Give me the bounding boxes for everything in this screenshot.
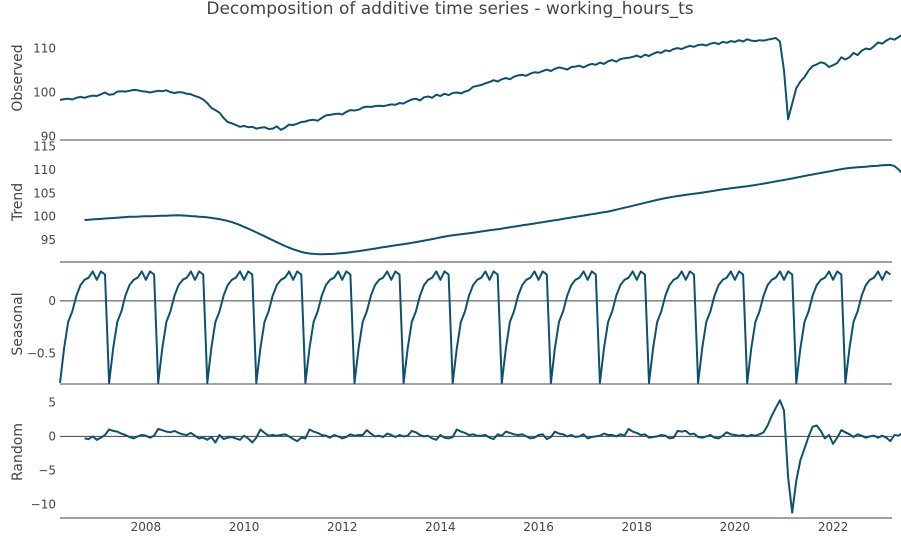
x-tick-label: 2014 bbox=[425, 520, 456, 534]
trend-ytick: 115 bbox=[33, 140, 56, 154]
random-ytick: −5 bbox=[38, 463, 56, 477]
x-tick-label: 2022 bbox=[818, 520, 849, 534]
x-tick-label: 2020 bbox=[720, 520, 751, 534]
random-panel: Random 5 0 −5 −10 bbox=[10, 395, 901, 519]
chart-panels: Observed 90 100 110 Trend 95 100 105 110 115 Seaso… bbox=[10, 34, 901, 519]
x-axis: 2008 2010 2012 2014 2016 2018 2020 2022 bbox=[131, 520, 849, 534]
trend-ytick: 100 bbox=[33, 210, 56, 224]
x-tick-label: 2008 bbox=[131, 520, 162, 534]
seasonal-ytick: −0.5 bbox=[27, 346, 56, 360]
chart-title: Decomposition of additive time series - … bbox=[206, 0, 693, 19]
seasonal-panel: Seasonal 0 −0.5 bbox=[10, 270, 892, 385]
x-tick-label: 2016 bbox=[523, 520, 554, 534]
observed-ytick: 100 bbox=[33, 86, 56, 100]
x-tick-label: 2012 bbox=[327, 520, 358, 534]
trend-ytick: 110 bbox=[33, 163, 56, 177]
seasonal-ylabel: Seasonal bbox=[10, 292, 26, 355]
observed-series-line bbox=[59, 34, 901, 131]
seasonal-ytick: 0 bbox=[48, 294, 56, 308]
random-series-line bbox=[84, 399, 901, 514]
random-ylabel: Random bbox=[10, 423, 26, 481]
x-tick-label: 2018 bbox=[621, 520, 652, 534]
trend-ylabel: Trend bbox=[10, 183, 26, 222]
seasonal-series-line bbox=[59, 270, 892, 384]
trend-ytick: 105 bbox=[33, 186, 56, 200]
random-ytick: 0 bbox=[48, 429, 56, 443]
random-ytick: −10 bbox=[31, 497, 56, 511]
trend-series-line bbox=[84, 163, 901, 256]
observed-ytick: 110 bbox=[33, 42, 56, 56]
trend-ytick: 95 bbox=[41, 233, 56, 247]
x-tick-label: 2010 bbox=[229, 520, 260, 534]
observed-panel: Observed 90 100 110 bbox=[10, 34, 901, 143]
random-ytick: 5 bbox=[48, 395, 56, 409]
observed-ytick: 90 bbox=[41, 129, 56, 143]
trend-panel: Trend 95 100 105 110 115 bbox=[10, 140, 901, 263]
observed-ylabel: Observed bbox=[10, 44, 26, 111]
